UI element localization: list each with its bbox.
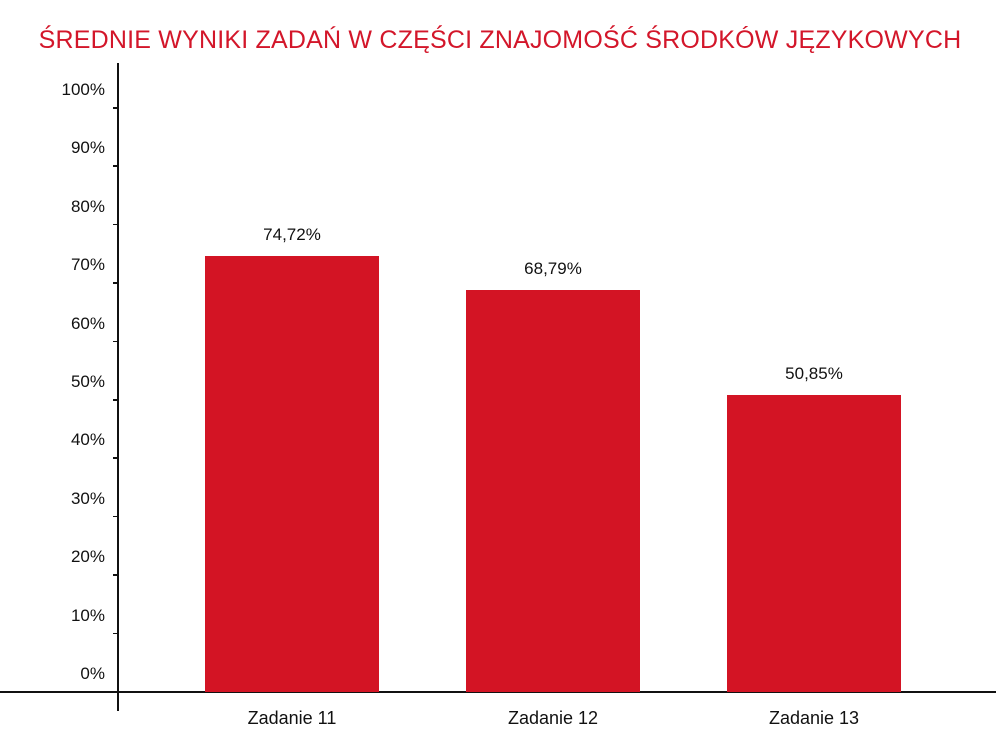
y-tick-label: 20% bbox=[70, 547, 105, 567]
y-tick-mark bbox=[113, 282, 118, 284]
y-tick-mark bbox=[113, 632, 118, 635]
bar bbox=[466, 290, 640, 692]
y-tick-mark bbox=[113, 223, 118, 226]
y-tick-mark bbox=[113, 107, 118, 109]
y-tick-mark bbox=[113, 165, 118, 167]
x-category-label: Zadanie 12 bbox=[507, 708, 599, 728]
y-tick-mark bbox=[113, 457, 118, 459]
y-tick-label: 40% bbox=[70, 430, 105, 450]
y-tick-label: 70% bbox=[70, 255, 105, 275]
y-tick-label: 60% bbox=[70, 313, 105, 333]
x-category-label: Zadanie 13 bbox=[768, 708, 860, 728]
x-category-label: Zadanie 11 bbox=[247, 708, 337, 728]
x-axis bbox=[0, 691, 996, 693]
bar-value-label: 68,79% bbox=[524, 259, 582, 279]
y-tick-label: 90% bbox=[70, 138, 105, 158]
y-tick-mark bbox=[113, 574, 118, 576]
bar-value-label: 50,85% bbox=[785, 364, 843, 384]
y-tick-label: 100% bbox=[61, 80, 105, 99]
bar-value-label: 74,72% bbox=[263, 224, 321, 244]
y-tick-mark bbox=[113, 515, 118, 518]
y-tick-mark bbox=[113, 399, 118, 401]
bar bbox=[205, 255, 379, 692]
bar bbox=[727, 395, 901, 692]
y-axis bbox=[117, 63, 119, 711]
y-tick-label: 0% bbox=[80, 664, 105, 683]
y-tick-mark bbox=[113, 340, 118, 343]
y-tick-label: 30% bbox=[70, 488, 105, 508]
y-tick-label: 50% bbox=[70, 372, 105, 391]
y-tick-label: 80% bbox=[70, 196, 105, 216]
chart-title: ŚREDNIE WYNIKI ZADAŃ W CZĘŚCI ZNAJOMOŚĆ … bbox=[38, 26, 962, 54]
y-tick-label: 10% bbox=[70, 605, 105, 625]
